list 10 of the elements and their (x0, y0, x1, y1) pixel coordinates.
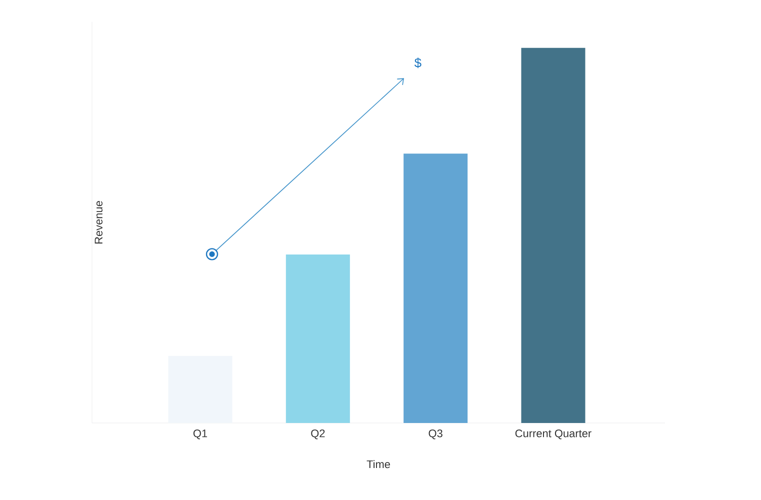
bar (286, 254, 350, 423)
x-tick-label: Q1 (193, 430, 208, 440)
bar (404, 154, 468, 423)
y-axis-title: Revenue (94, 201, 102, 244)
x-axis-title: Time (366, 460, 390, 468)
x-tick-label: Q3 (428, 430, 442, 440)
annotation: $ (414, 58, 422, 68)
x-tick-label: Current Quarter (515, 430, 592, 440)
x-tick-label: Q2 (311, 430, 325, 440)
bar (521, 48, 586, 423)
